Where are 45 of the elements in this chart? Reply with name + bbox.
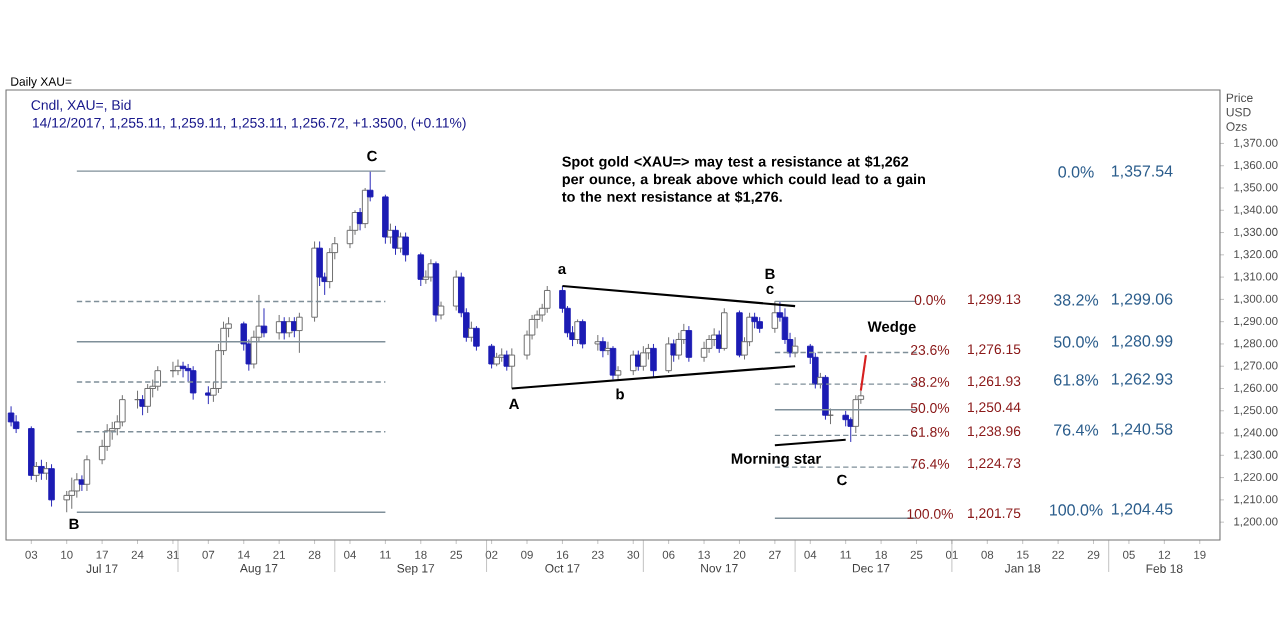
candlestick: [189, 365, 197, 401]
candlestick: [771, 300, 779, 334]
annotation: 50.0%: [1053, 336, 1099, 348]
annotation: 0.0%: [1058, 166, 1094, 178]
candlestick: [473, 325, 480, 352]
annotation: 1,240.58: [1112, 423, 1173, 437]
annotation: 1,357.54: [1112, 165, 1173, 179]
annotation: 76.4%: [1054, 424, 1099, 436]
candlestick: [700, 341, 708, 363]
annotation: 1,262.93: [1112, 373, 1173, 387]
candlestick: [650, 343, 657, 378]
candlestick: [791, 336, 799, 358]
candlestick: [28, 425, 35, 481]
annotation: 1,204.45: [1112, 503, 1173, 517]
candlestick: [402, 232, 409, 262]
candlestick: [12, 414, 20, 434]
candlestick: [852, 394, 860, 434]
candlestick: [822, 374, 829, 421]
candlestick: [614, 365, 622, 381]
candlestick: [144, 383, 151, 414]
annotation: 1,299.06: [1112, 293, 1173, 307]
candlestick: [579, 318, 586, 349]
candlestick: [675, 332, 683, 360]
candlestick: [508, 347, 516, 389]
candlestick: [382, 194, 389, 245]
annotation: 100.0%: [1050, 504, 1103, 516]
candlestick: [721, 307, 728, 352]
annotation: 38.2%: [1053, 294, 1099, 306]
candlestick: [488, 343, 495, 369]
candlestick: [366, 170, 374, 202]
candlestick: [7, 405, 15, 427]
annotation: 61.8%: [1054, 374, 1099, 386]
annotation: 1,280.99: [1112, 335, 1173, 349]
candlestick: [316, 241, 323, 287]
candlestick: [543, 285, 551, 314]
candlestick: [119, 394, 126, 427]
candlestick: [609, 345, 617, 381]
candlestick: [78, 474, 86, 492]
candlestick: [296, 312, 303, 354]
candlestick: [260, 307, 268, 338]
candlestick: [705, 334, 713, 354]
candlestick: [665, 336, 672, 374]
candlestick: [68, 477, 76, 510]
candlestick: [154, 365, 162, 392]
candlestick: [83, 454, 91, 492]
